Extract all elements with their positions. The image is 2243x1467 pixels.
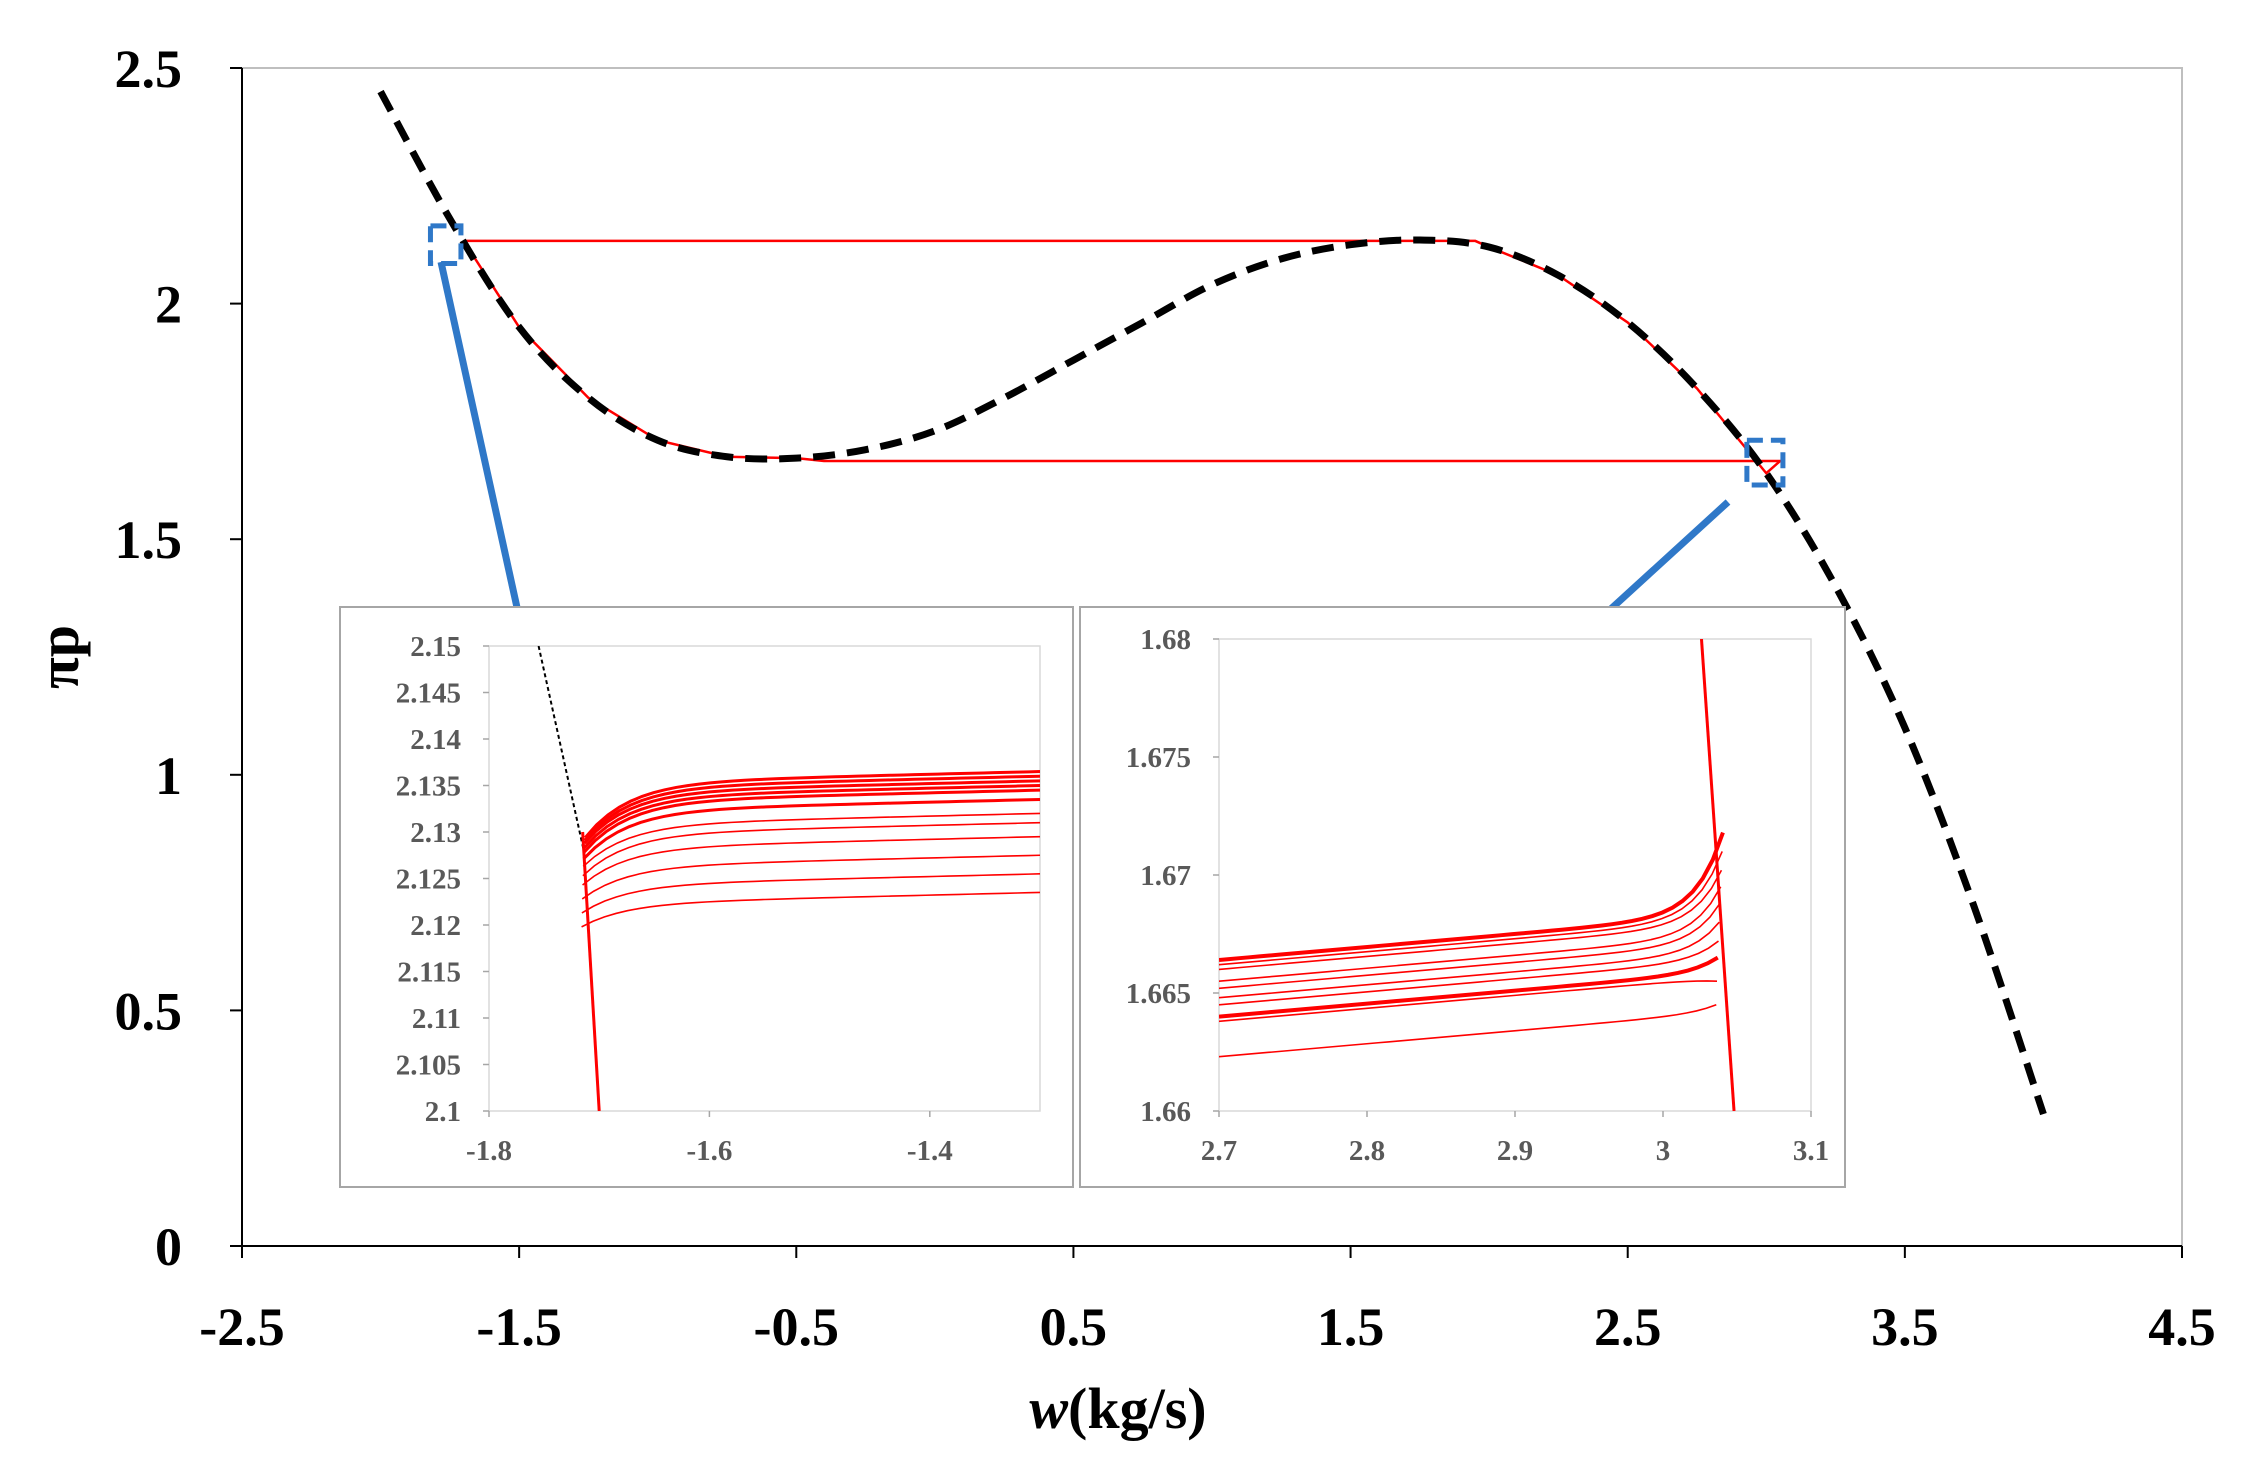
main-y-tick-label: 1.5 bbox=[115, 510, 183, 570]
main-y-tick-label: 0.5 bbox=[115, 981, 183, 1041]
inset-right-trajectory bbox=[1219, 940, 1719, 1006]
x-axis-title-var: w bbox=[1029, 1376, 1068, 1441]
inset-left-trajectory bbox=[582, 821, 1040, 877]
inset-right-x-tick-label: 2.7 bbox=[1201, 1135, 1237, 1167]
inset-left-descending-line bbox=[581, 831, 601, 1111]
y-axis-title: πp bbox=[26, 625, 91, 689]
inset-left-y-tick-label: 2.13 bbox=[410, 817, 461, 849]
inset-left-trajectory bbox=[582, 812, 1040, 868]
inset-right-curves bbox=[1219, 831, 1725, 1058]
inset-right-y-tick-label: 1.66 bbox=[1140, 1096, 1191, 1128]
inset-left-y-tick-label: 2.11 bbox=[412, 1003, 461, 1035]
main-x-tick-label: 0.5 bbox=[1040, 1297, 1108, 1357]
inset-right-x-tick-label: 2.8 bbox=[1349, 1135, 1385, 1167]
inset-right-y-ticks: 1.66 1.665 1.67 1.675 1.68 bbox=[1126, 624, 1219, 1128]
main-x-tick-label: 1.5 bbox=[1317, 1297, 1385, 1357]
inset-right-y-tick-label: 1.665 bbox=[1126, 978, 1191, 1010]
inset-left-y-tick-label: 2.1 bbox=[425, 1096, 461, 1128]
inset-left-trajectory bbox=[581, 854, 1040, 900]
inset-right-trajectory bbox=[1219, 1004, 1717, 1058]
inset-right-x-ticks: 2.7 2.8 2.9 3 3.1 bbox=[1201, 1111, 1829, 1167]
inset-left-trajectory bbox=[583, 774, 1040, 842]
x-axis-title: w(kg/s) bbox=[1029, 1376, 1206, 1441]
inset-left-trajectory bbox=[583, 779, 1040, 845]
inset-right-trajectory bbox=[1219, 851, 1723, 966]
inset-left: 2.1 2.105 2.11 2.115 2.12 2.125 2.13 2.135 2.14 2… bbox=[339, 606, 1074, 1188]
inset-left-frame bbox=[339, 606, 1074, 1188]
inset-right-trajectory bbox=[1219, 980, 1718, 1023]
characteristic-dashed-line bbox=[377, 89, 2047, 1116]
inset-left-trajectory bbox=[582, 797, 1040, 861]
inset-left-x-tick-label: -1.4 bbox=[907, 1135, 953, 1167]
zoom-box-right bbox=[1744, 437, 1786, 488]
inset-left-trajectory bbox=[584, 770, 1040, 839]
inset-left-x-tick-label: -1.6 bbox=[686, 1135, 732, 1167]
inset-right-y-tick-label: 1.68 bbox=[1140, 624, 1191, 656]
inset-left-trajectory bbox=[582, 788, 1040, 854]
inset-left-x-ticks: -1.8 -1.6 -1.4 bbox=[466, 1111, 953, 1167]
inset-left-trajectory bbox=[583, 784, 1040, 849]
arrow-to-left-inset bbox=[437, 261, 522, 617]
inset-right-trajectory bbox=[1219, 921, 1720, 999]
inset-left-trajectory bbox=[581, 873, 1040, 914]
main-x-tick-label: 3.5 bbox=[1871, 1297, 1939, 1357]
inset-right-trajectory bbox=[1219, 886, 1722, 982]
x-axis-title-unit: (kg/s) bbox=[1068, 1376, 1207, 1441]
inset-left-y-tick-label: 2.15 bbox=[410, 631, 461, 663]
main-y-tick-label: 1 bbox=[155, 746, 182, 806]
zoom-box-left bbox=[427, 223, 464, 267]
main-x-tick-label: -0.5 bbox=[754, 1297, 839, 1357]
inset-left-curves bbox=[581, 770, 1040, 928]
inset-left-y-ticks: 2.1 2.105 2.11 2.115 2.12 2.125 2.13 2.135 2.14 2… bbox=[396, 631, 489, 1128]
inset-left-trajectory bbox=[581, 891, 1040, 928]
main-x-ticks: -2.5 -1.5 -0.5 0.5 1.5 2.5 3.5 4.5 bbox=[199, 1246, 2216, 1357]
main-x-tick-label: 2.5 bbox=[1594, 1297, 1662, 1357]
inset-left-y-tick-label: 2.105 bbox=[396, 1050, 461, 1082]
main-x-tick-label: 4.5 bbox=[2148, 1297, 2216, 1357]
inset-right-x-tick-label: 3 bbox=[1656, 1135, 1671, 1167]
main-y-tick-label: 2 bbox=[155, 275, 182, 335]
inset-left-y-tick-label: 2.14 bbox=[410, 724, 461, 756]
main-y-ticks: 0 0.5 1 1.5 2 2.5 bbox=[115, 39, 242, 1277]
inset-left-trajectory bbox=[582, 835, 1040, 886]
inset-left-y-tick-label: 2.125 bbox=[396, 864, 461, 896]
main-x-tick-label: -1.5 bbox=[476, 1297, 561, 1357]
inset-right-x-tick-label: 2.9 bbox=[1497, 1135, 1533, 1167]
inset-right-trajectory bbox=[1219, 902, 1721, 990]
inset-right-y-tick-label: 1.67 bbox=[1140, 860, 1191, 892]
inset-right-trajectory bbox=[1219, 869, 1723, 971]
inset-right-trajectory bbox=[1219, 955, 1719, 1019]
main-x-tick-label: -2.5 bbox=[199, 1297, 284, 1357]
inset-left-y-tick-label: 2.145 bbox=[396, 678, 461, 710]
inset-right: 1.66 1.665 1.67 1.675 1.68 2.7 2.8 2.9 3 3.1 bbox=[1079, 606, 1846, 1188]
inset-left-y-tick-label: 2.115 bbox=[397, 957, 461, 989]
inset-right-descending-line bbox=[1699, 639, 1736, 1111]
main-y-tick-label: 2.5 bbox=[115, 39, 183, 99]
inset-right-frame bbox=[1079, 606, 1846, 1188]
inset-right-x-tick-label: 3.1 bbox=[1793, 1135, 1829, 1167]
limit-cycle-line bbox=[462, 239, 1784, 476]
inset-right-trajectory bbox=[1219, 831, 1725, 962]
main-y-tick-label: 0 bbox=[155, 1217, 182, 1277]
inset-left-y-tick-label: 2.135 bbox=[396, 771, 461, 803]
inset-left-y-tick-label: 2.12 bbox=[410, 910, 461, 942]
inset-left-x-tick-label: -1.8 bbox=[466, 1135, 512, 1167]
inset-right-y-tick-label: 1.675 bbox=[1126, 742, 1191, 774]
